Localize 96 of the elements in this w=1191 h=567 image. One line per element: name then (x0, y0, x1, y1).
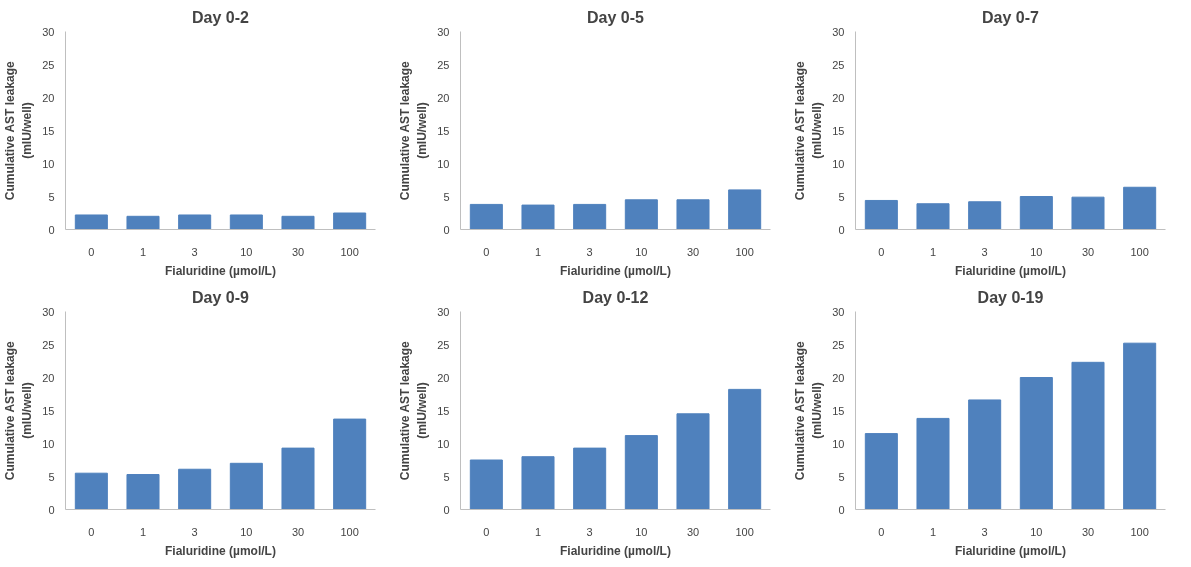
x-tick-label: 100 (340, 525, 359, 538)
y-tick-label: 15 (42, 124, 55, 137)
x-tick-label: 0 (878, 245, 885, 258)
chart-title: Day 0-12 (582, 288, 649, 306)
y-axis-title: Cumulative AST leakage (mIU/well) (793, 340, 825, 481)
y-tick-label: 0 (838, 503, 845, 516)
y-tick-label: 25 (437, 58, 450, 71)
x-tick-label: 30 (1081, 245, 1095, 258)
x-tick-label: 30 (1081, 525, 1095, 538)
y-tick-label: 20 (832, 371, 845, 384)
x-tick-label: 0 (878, 525, 885, 538)
x-tick-label: 3 (191, 245, 198, 258)
x-tick-label: 10 (240, 245, 253, 258)
x-axis-title: Fialuridine (µmol/L) (560, 263, 671, 278)
y-tick-label: 10 (437, 437, 450, 450)
y-tick-label: 5 (48, 470, 55, 483)
x-tick-label: 100 (735, 525, 754, 538)
y-axis-title: Cumulative AST leakage (mIU/well) (3, 340, 35, 481)
y-tick-label: 30 (832, 305, 845, 318)
chart-title: Day 0-7 (982, 8, 1040, 26)
y-tick-label: 30 (437, 25, 450, 38)
x-tick-label: 0 (88, 525, 95, 538)
y-tick-label: 30 (42, 305, 55, 318)
chart-title: Day 0-2 (192, 8, 250, 26)
x-tick-label: 30 (686, 525, 700, 538)
x-tick-label: 100 (340, 245, 359, 258)
x-tick-label: 3 (586, 245, 593, 258)
chart-title: Day 0-5 (587, 8, 645, 26)
x-tick-label: 10 (1030, 525, 1043, 538)
x-axis-title: Fialuridine (µmol/L) (165, 263, 276, 278)
y-tick-label: 0 (48, 503, 55, 516)
x-tick-label: 30 (686, 245, 700, 258)
x-axis-title: Fialuridine (µmol/L) (165, 543, 276, 558)
y-tick-label: 20 (832, 91, 845, 104)
y-tick-label: 15 (832, 404, 845, 417)
y-tick-label: 15 (437, 124, 450, 137)
y-tick-label: 25 (42, 338, 55, 351)
x-tick-label: 1 (929, 525, 937, 538)
y-tick-label: 0 (48, 223, 55, 236)
y-tick-label: 25 (437, 338, 450, 351)
x-tick-label: 10 (635, 245, 648, 258)
y-tick-label: 25 (42, 58, 55, 71)
x-tick-label: 0 (483, 525, 490, 538)
y-axis-title: Cumulative AST leakage (mIU/well) (3, 60, 35, 201)
x-tick-label: 1 (139, 245, 147, 258)
x-tick-label: 1 (929, 245, 937, 258)
y-axis-title: Cumulative AST leakage (mIU/well) (398, 60, 430, 201)
y-tick-label: 10 (42, 157, 55, 170)
y-tick-label: 15 (832, 124, 845, 137)
x-tick-label: 3 (586, 525, 593, 538)
y-tick-label: 5 (838, 470, 845, 483)
x-tick-label: 3 (981, 525, 988, 538)
y-tick-label: 25 (832, 338, 845, 351)
y-tick-label: 20 (437, 371, 450, 384)
y-tick-label: 25 (832, 58, 845, 71)
y-tick-label: 10 (832, 157, 845, 170)
y-tick-label: 20 (42, 371, 55, 384)
x-tick-label: 10 (635, 525, 648, 538)
x-tick-label: 10 (1030, 245, 1043, 258)
y-tick-label: 5 (443, 470, 450, 483)
y-axis-title: Cumulative AST leakage (mIU/well) (793, 60, 825, 201)
x-tick-label: 1 (534, 245, 542, 258)
x-tick-label: 0 (483, 245, 490, 258)
y-tick-label: 30 (42, 25, 55, 38)
chart-title: Day 0-9 (192, 288, 250, 306)
y-tick-label: 5 (48, 190, 55, 203)
x-tick-label: 30 (291, 245, 305, 258)
y-tick-label: 5 (443, 190, 450, 203)
x-axis-title: Fialuridine (µmol/L) (955, 263, 1066, 278)
y-tick-label: 10 (42, 437, 55, 450)
y-tick-label: 10 (437, 157, 450, 170)
y-tick-label: 30 (832, 25, 845, 38)
y-tick-label: 15 (437, 404, 450, 417)
y-tick-label: 0 (443, 503, 450, 516)
y-tick-label: 15 (42, 404, 55, 417)
y-tick-label: 20 (42, 91, 55, 104)
x-tick-label: 3 (981, 245, 988, 258)
x-tick-label: 1 (534, 525, 542, 538)
x-tick-label: 100 (1130, 245, 1149, 258)
y-tick-label: 20 (437, 91, 450, 104)
x-tick-label: 3 (191, 525, 198, 538)
chart-title: Day 0-19 (977, 288, 1044, 306)
x-tick-label: 10 (240, 525, 253, 538)
x-tick-label: 100 (735, 245, 754, 258)
x-axis-title: Fialuridine (µmol/L) (560, 543, 671, 558)
y-tick-label: 0 (838, 223, 845, 236)
y-tick-label: 10 (832, 437, 845, 450)
y-tick-label: 5 (838, 190, 845, 203)
x-tick-label: 100 (1130, 525, 1149, 538)
x-axis-title: Fialuridine (µmol/L) (955, 543, 1066, 558)
x-tick-label: 1 (139, 525, 147, 538)
x-tick-label: 30 (291, 525, 305, 538)
x-tick-label: 0 (88, 245, 95, 258)
y-tick-label: 0 (443, 223, 450, 236)
y-axis-title: Cumulative AST leakage (mIU/well) (398, 340, 430, 481)
y-tick-label: 30 (437, 305, 450, 318)
